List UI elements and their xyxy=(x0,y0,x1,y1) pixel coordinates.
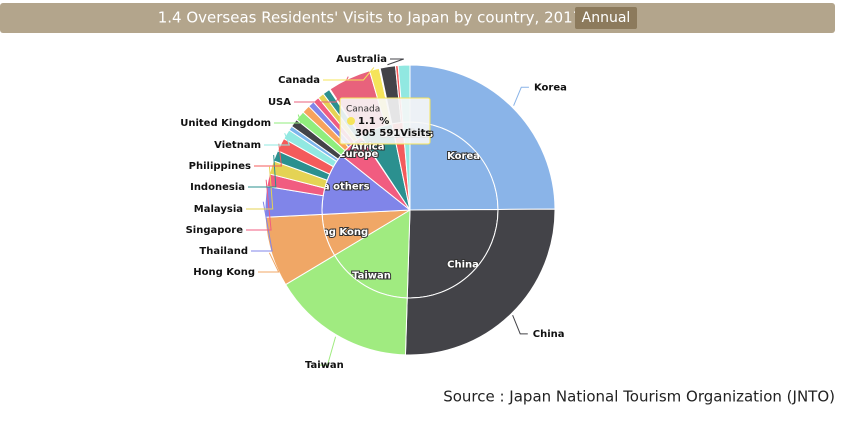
tooltip-line: 305 591Visits xyxy=(355,128,431,139)
outer-label: Malaysia xyxy=(194,204,243,215)
label-connector xyxy=(246,166,274,210)
label-connector xyxy=(258,252,280,273)
inner-label: Europe xyxy=(339,149,379,160)
outer-label: Korea xyxy=(534,82,567,93)
outer-slice xyxy=(409,64,556,210)
inner-label: Korea xyxy=(447,151,480,162)
label-connector xyxy=(251,201,273,252)
outer-label: United Kingdom xyxy=(180,118,271,129)
label-connector xyxy=(264,133,291,146)
outer-label: China xyxy=(533,329,565,340)
label-connector xyxy=(512,315,528,335)
inner-label: China xyxy=(447,259,479,270)
outer-label: Vietnam xyxy=(214,140,261,151)
label-connector xyxy=(319,336,337,366)
outer-label: Hong Kong xyxy=(193,267,255,278)
outer-label: Indonesia xyxy=(190,182,245,193)
outer-label: Thailand xyxy=(199,246,248,257)
outer-label: Canada xyxy=(278,75,320,86)
label-connector xyxy=(513,86,529,106)
outer-label: Singapore xyxy=(186,225,244,236)
source: Source : Japan National Tourism Organiza… xyxy=(443,388,835,406)
tooltip-box xyxy=(339,97,431,145)
outer-label: Philippines xyxy=(189,161,251,172)
label-connector xyxy=(246,179,272,231)
outer-label: Australia xyxy=(336,54,387,65)
inner-label: Taiwan xyxy=(352,271,391,282)
tooltip-line: 1.1 % xyxy=(358,116,389,127)
annual-button[interactable] xyxy=(575,7,637,29)
outer-slice xyxy=(404,208,556,356)
label-connector xyxy=(387,58,404,66)
tooltip-marker xyxy=(347,117,355,125)
tooltip-title: Canada xyxy=(346,105,380,115)
label-connector xyxy=(254,143,282,167)
label-connector xyxy=(323,67,375,81)
chart-title: 1.4 Overseas Residents' Visits to Japan … xyxy=(158,9,583,27)
outer-label: Taiwan xyxy=(305,360,344,371)
label-connector xyxy=(274,114,302,124)
outer-label: USA xyxy=(268,97,291,108)
label-connector xyxy=(294,76,349,103)
annual-button-label[interactable]: Annual xyxy=(582,10,631,26)
